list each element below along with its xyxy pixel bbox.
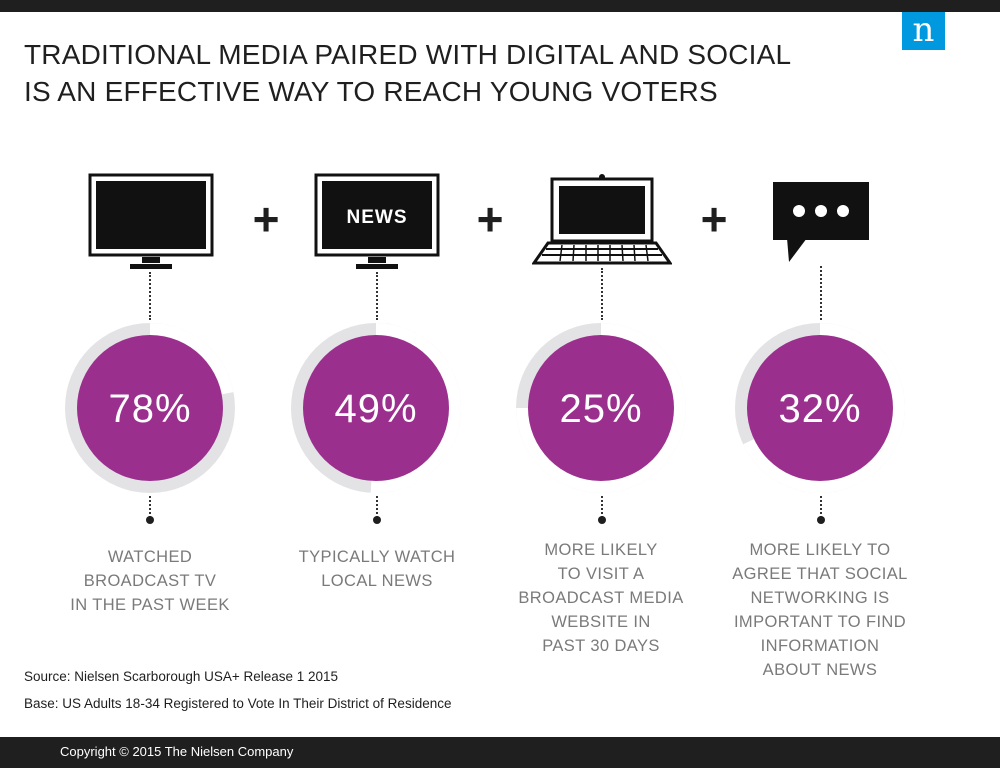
stat-value-2: 49%	[334, 387, 418, 431]
stat-value-3: 25%	[559, 387, 643, 431]
connector-line-4	[820, 266, 822, 320]
dot-1	[146, 516, 154, 524]
connector-line-5	[149, 496, 151, 518]
dot-2	[373, 516, 381, 524]
tv-icon	[88, 173, 214, 269]
connector-line-2	[376, 272, 378, 320]
plus-icon-1: +	[252, 193, 280, 245]
progress-ring-2	[291, 323, 462, 493]
connector-line-3	[601, 268, 603, 320]
connector-line-7	[601, 496, 603, 518]
stat-label-2: TYPICALLY WATCH LOCAL NEWS	[298, 548, 456, 590]
news-tv-icon: NEWS	[314, 173, 440, 269]
progress-ring-3	[516, 323, 686, 493]
stat-label-3: MORE LIKELY TO VISIT A BROADCAST MEDIA W…	[518, 541, 684, 655]
title-line-2: IS AN EFFECTIVE WAY TO REACH YOUNG VOTER…	[24, 76, 718, 107]
plus-icon-3: +	[700, 193, 728, 245]
source-note: Source: Nielsen Scarborough USA+ Release…	[24, 669, 339, 684]
progress-ring-4	[735, 323, 905, 493]
connector-line-1	[149, 272, 151, 320]
stat-value-4: 32%	[778, 387, 862, 431]
title-line-1: TRADITIONAL MEDIA PAIRED WITH DIGITAL AN…	[24, 39, 792, 70]
connector-line-8	[820, 496, 822, 518]
news-label: NEWS	[347, 207, 408, 228]
top-bar	[0, 0, 1000, 12]
footer-bar: Copyright © 2015 The Nielsen Company	[0, 737, 1000, 768]
stat-value-1: 78%	[108, 387, 192, 431]
stat-label-4: MORE LIKELY TO AGREE THAT SOCIAL NETWORK…	[732, 541, 908, 679]
stat-label-1: WATCHED BROADCAST TV IN THE PAST WEEK	[70, 548, 230, 614]
plus-icon-2: +	[476, 193, 504, 245]
connector-line-6	[376, 496, 378, 518]
base-note: Base: US Adults 18-34 Registered to Vote…	[24, 696, 452, 711]
progress-ring-1	[65, 323, 235, 493]
page-title: TRADITIONAL MEDIA PAIRED WITH DIGITAL AN…	[24, 36, 884, 110]
dot-3	[598, 516, 606, 524]
laptop-icon	[532, 174, 672, 265]
nielsen-logo: n	[902, 12, 945, 50]
copyright-text: Copyright © 2015 The Nielsen Company	[60, 744, 294, 759]
chat-bubble-icon	[773, 182, 869, 262]
dot-4	[817, 516, 825, 524]
